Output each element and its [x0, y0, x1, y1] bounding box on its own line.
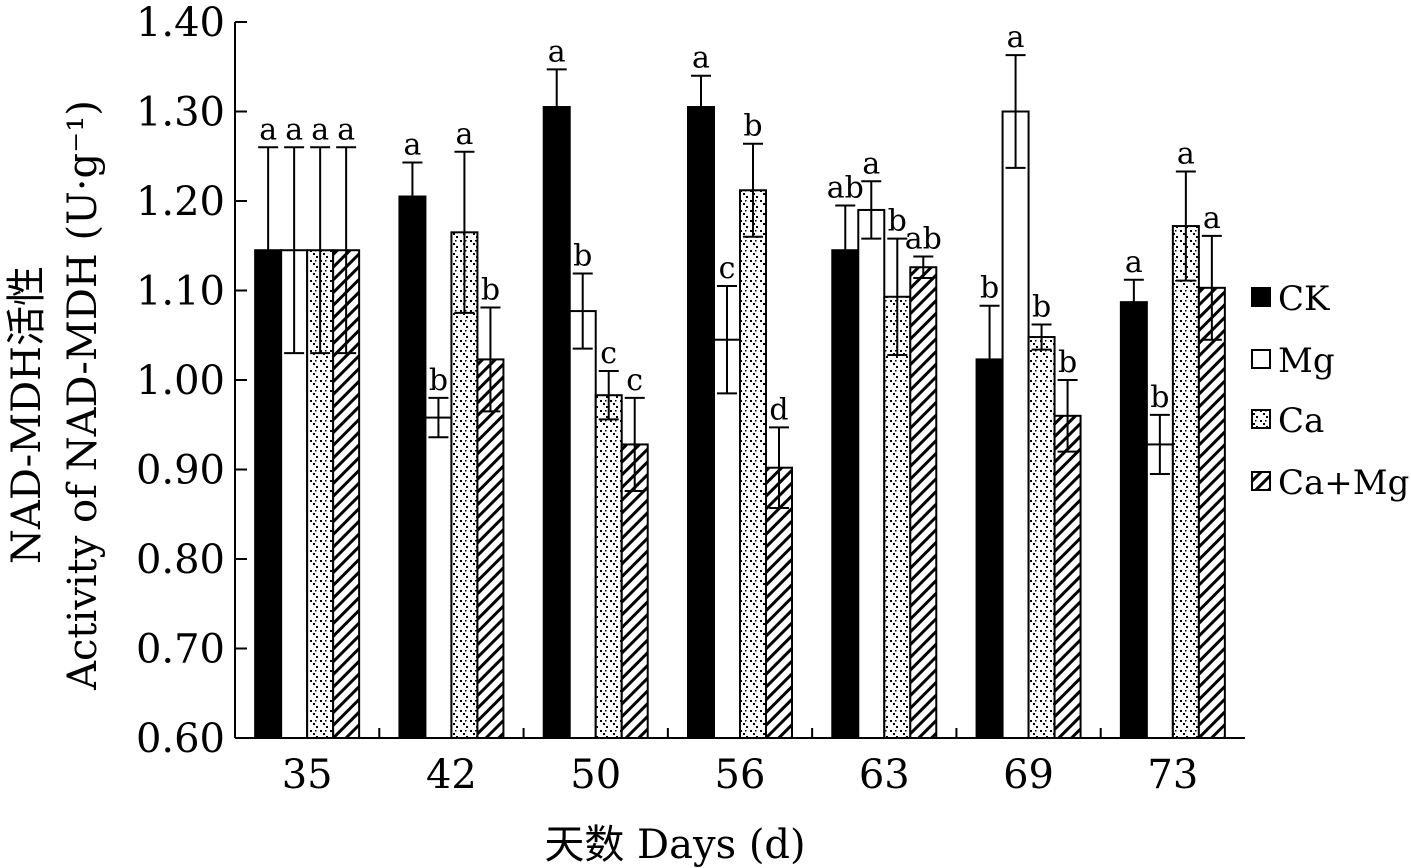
bar-ck	[831, 249, 860, 739]
significance-letter: b	[573, 238, 592, 273]
bar-ck	[542, 106, 571, 739]
bar-mg	[857, 208, 886, 739]
significance-letter: c	[626, 363, 643, 398]
x-tick-label: 63	[859, 752, 910, 798]
bar-ca-mg	[476, 358, 505, 739]
significance-letter: b	[1032, 290, 1051, 325]
bar-ca	[739, 189, 767, 739]
bar-mg	[1145, 443, 1174, 739]
legend-label: Ca+Mg	[1278, 463, 1409, 503]
significance-letter: a	[403, 128, 421, 163]
x-tick-label: 50	[570, 752, 621, 798]
y-tick-label: 1.30	[136, 90, 225, 136]
y-tick-label: 1.00	[136, 358, 225, 404]
significance-letter: b	[743, 109, 762, 144]
x-tick-label: 42	[426, 752, 477, 798]
significance-letter: a	[692, 41, 710, 76]
significance-letter: a	[1125, 245, 1143, 280]
bar-ck	[975, 358, 1004, 739]
significance-letter: b	[1150, 380, 1169, 415]
significance-letter: a	[1177, 136, 1195, 171]
significance-letter: a	[311, 112, 329, 147]
significance-letter: c	[719, 251, 736, 286]
bar-mg	[568, 310, 597, 739]
x-tick-label: 73	[1147, 752, 1198, 798]
tick-labels: 0.60 0.70 0.80 0.90 1.00 1.10 1.20 1.30 1.40 35 42…	[136, 0, 1198, 798]
y-tick-label: 0.60	[136, 716, 225, 762]
bar-ca-mg	[620, 443, 649, 739]
significance-letter: a	[1203, 201, 1221, 236]
bar-ck	[1119, 301, 1148, 739]
significance-letter: b	[429, 363, 448, 398]
error-bars	[258, 54, 1222, 509]
bar-ck	[398, 195, 427, 739]
bar-ca-mg	[1053, 414, 1082, 739]
bar-ca	[1027, 336, 1056, 739]
y-axis-title-line1: NAD-MDH活性	[4, 266, 50, 564]
significance-letter: a	[259, 112, 277, 147]
y-tick-label: 0.90	[136, 448, 225, 494]
significance-letter: a	[862, 146, 880, 181]
legend-swatch	[1251, 409, 1271, 429]
x-axis-title: 天数 Days (d)	[544, 822, 805, 868]
significance-letter: d	[769, 392, 788, 427]
legend: CK Mg Ca Ca+Mg	[1251, 279, 1409, 503]
bar-ca-mg	[1197, 286, 1226, 739]
significance-letter: a	[285, 112, 303, 147]
significance-letter: ab	[905, 221, 942, 256]
legend-label: Ca	[1278, 401, 1324, 441]
legend-swatch	[1251, 471, 1271, 491]
bar-ck	[687, 106, 715, 739]
bar-ca	[1171, 225, 1200, 739]
significance-letter: c	[600, 336, 617, 371]
significance-letter: b	[888, 204, 907, 239]
significance-letter: a	[455, 117, 473, 152]
legend-swatch	[1251, 349, 1271, 369]
y-axis-title-line2: Activity of NAD-MDH (U·g⁻¹)	[60, 100, 106, 691]
bar-ca-mg	[909, 266, 938, 739]
bar-ca	[594, 394, 623, 739]
legend-swatch	[1251, 287, 1271, 307]
significance-letter: a	[548, 34, 566, 69]
significance-letter: ab	[827, 170, 864, 205]
bar-mg	[713, 338, 741, 739]
y-tick-label: 1.20	[136, 179, 225, 225]
bar-ca	[883, 295, 912, 739]
y-tick-label: 1.40	[136, 0, 225, 46]
bars	[254, 106, 1226, 739]
x-tick-label: 69	[1003, 752, 1054, 798]
significance-letter: b	[1058, 345, 1077, 380]
x-tick-label: 56	[715, 752, 766, 798]
y-tick-label: 0.70	[136, 627, 225, 673]
significance-letter: b	[980, 271, 999, 306]
legend-label: CK	[1278, 279, 1330, 319]
significance-letter: a	[1007, 20, 1025, 55]
y-tick-label: 0.80	[136, 537, 225, 583]
legend-label: Mg	[1278, 341, 1335, 381]
bar-mg	[424, 416, 453, 739]
bar-mg	[1001, 110, 1030, 739]
significance-letter: a	[337, 112, 355, 147]
significance-letter: b	[481, 273, 500, 308]
x-tick-label: 35	[282, 752, 333, 798]
y-tick-label: 1.10	[136, 269, 225, 315]
